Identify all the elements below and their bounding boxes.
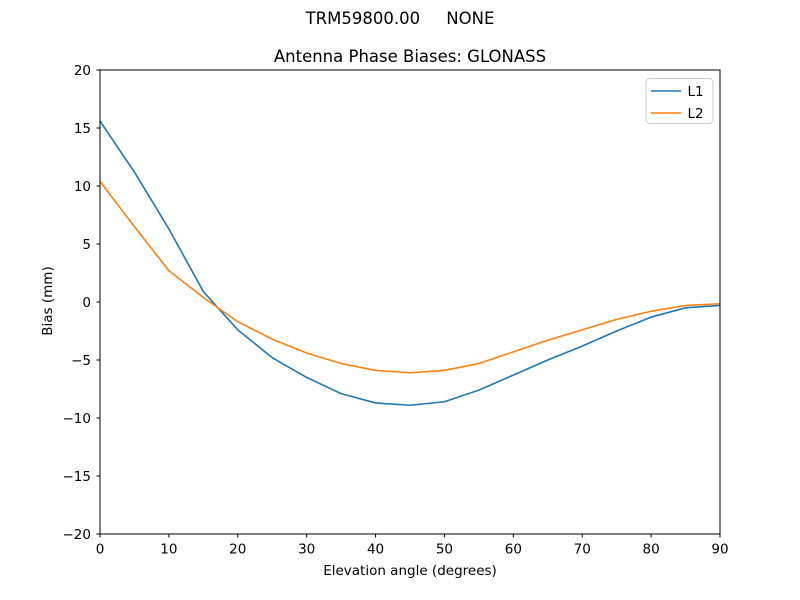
axes-frame: [99, 69, 721, 535]
x-tick-label: 60: [505, 542, 522, 558]
figure-suptitle: TRM59800.00 NONE: [305, 9, 495, 28]
series-line-L2: [99, 180, 721, 374]
chart-title: Antenna Phase Biases: GLONASS: [273, 47, 547, 66]
x-tick-label: 70: [574, 542, 591, 558]
y-tick-label: 10: [74, 179, 91, 195]
x-tick-label: 80: [643, 542, 660, 558]
y-tick-label: 20: [74, 63, 91, 79]
y-tick-label: −20: [63, 527, 92, 543]
y-tick-label: −15: [63, 469, 92, 485]
y-tick-label: 0: [82, 295, 91, 311]
x-tick-label: 90: [711, 542, 728, 558]
x-axis-label: Elevation angle (degrees): [323, 563, 497, 579]
y-tick-label: −10: [63, 411, 92, 427]
x-tick-label: 40: [367, 542, 384, 558]
x-tick-label: 0: [96, 542, 105, 558]
x-tick-label: 30: [298, 542, 315, 558]
legend-label: L2: [688, 106, 704, 122]
x-tick-label: 10: [160, 542, 177, 558]
y-tick-label: 5: [82, 237, 91, 253]
legend-label: L1: [688, 84, 704, 100]
x-tick-label: 50: [436, 542, 453, 558]
y-axis-label: Bias (mm): [40, 266, 56, 336]
y-tick-label: 15: [74, 121, 91, 137]
y-tick-label: −5: [71, 353, 91, 369]
series-line-L1: [99, 120, 721, 407]
x-tick-label: 20: [229, 542, 246, 558]
